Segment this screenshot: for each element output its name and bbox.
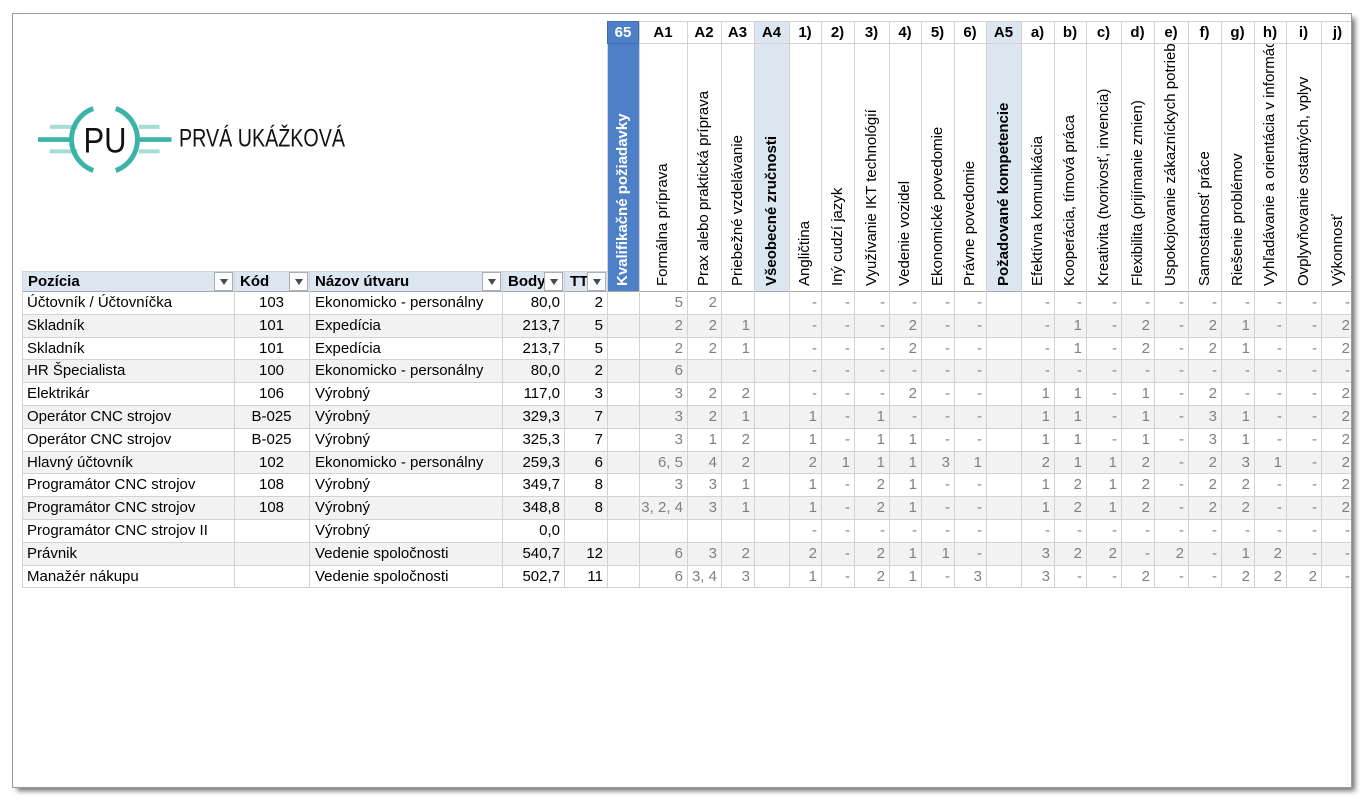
svg-text:PRVÁ UKÁŽKOVÁ: PRVÁ UKÁŽKOVÁ — [179, 123, 345, 152]
svg-text:PU: PU — [84, 122, 127, 161]
